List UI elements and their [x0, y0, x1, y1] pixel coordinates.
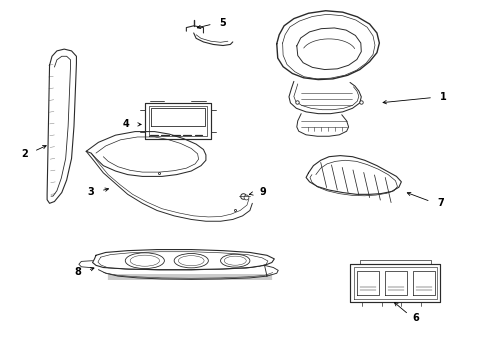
Text: 5: 5 [220, 18, 226, 28]
Text: 6: 6 [413, 313, 419, 323]
Text: 7: 7 [437, 198, 443, 208]
Text: 8: 8 [74, 267, 81, 277]
Text: 3: 3 [87, 187, 94, 197]
Text: 4: 4 [122, 120, 129, 129]
Text: 9: 9 [259, 187, 266, 197]
Text: 1: 1 [441, 92, 447, 102]
Text: 2: 2 [22, 149, 28, 159]
